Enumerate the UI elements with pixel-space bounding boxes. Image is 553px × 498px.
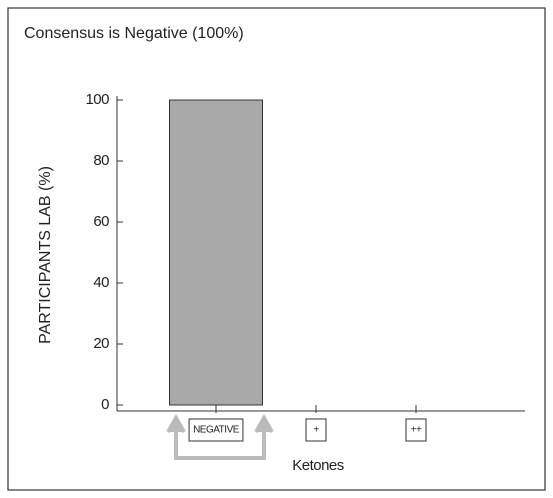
y-tick-label: 40 bbox=[93, 274, 109, 291]
bar bbox=[169, 99, 263, 406]
x-tick-box bbox=[305, 418, 327, 442]
x-tick-label: NEGATIVE bbox=[193, 425, 240, 436]
x-tick-box bbox=[405, 418, 427, 442]
y-tick-label: 100 bbox=[85, 91, 109, 108]
y-tick-label: 80 bbox=[93, 152, 109, 169]
x-tick-label: + bbox=[313, 425, 319, 436]
frame bbox=[7, 7, 546, 491]
x-tick-label: ++ bbox=[411, 425, 422, 436]
y-tick-label: 20 bbox=[93, 335, 109, 352]
y-axis-label: PARTICIPANTS LAB (%) bbox=[37, 166, 54, 344]
y-tick-label: 60 bbox=[93, 213, 109, 230]
x-axis-label: Ketones bbox=[292, 457, 344, 474]
chart-title: Consensus is Negative (100%) bbox=[24, 25, 244, 42]
y-tick-label: 0 bbox=[101, 396, 109, 413]
x-tick-box bbox=[188, 418, 244, 442]
highlight-arrow bbox=[166, 413, 274, 460]
